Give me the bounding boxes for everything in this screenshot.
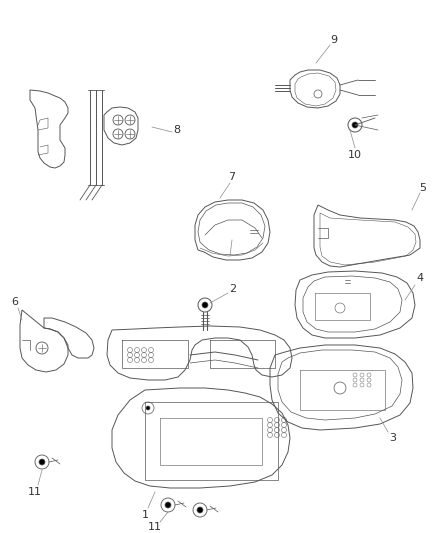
Text: 9: 9 (330, 35, 338, 45)
Circle shape (352, 122, 358, 128)
Text: 11: 11 (148, 522, 162, 532)
Circle shape (202, 302, 208, 308)
Circle shape (165, 502, 171, 508)
Circle shape (197, 507, 203, 513)
Text: 6: 6 (11, 297, 18, 307)
Circle shape (146, 406, 150, 410)
Text: 8: 8 (173, 125, 180, 135)
Text: 4: 4 (417, 273, 424, 283)
Text: 3: 3 (389, 433, 396, 443)
Text: 10: 10 (348, 150, 362, 160)
Text: 2: 2 (230, 284, 237, 294)
Text: 11: 11 (28, 487, 42, 497)
Text: 5: 5 (420, 183, 427, 193)
Circle shape (39, 459, 45, 465)
Text: 1: 1 (141, 510, 148, 520)
Text: 7: 7 (229, 172, 236, 182)
